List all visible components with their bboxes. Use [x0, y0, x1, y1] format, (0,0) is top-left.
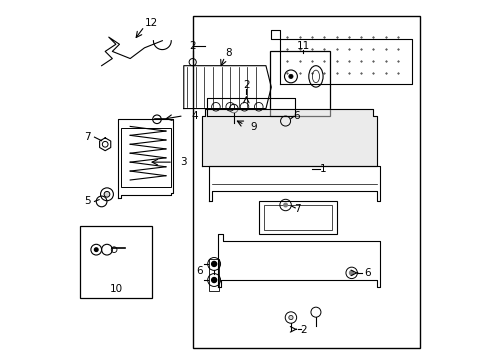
Text: 3: 3: [180, 157, 187, 167]
Text: 2: 2: [189, 41, 196, 51]
Text: 12: 12: [145, 18, 158, 28]
Bar: [80, 226, 151, 298]
Text: 9: 9: [249, 122, 256, 132]
Text: 11: 11: [296, 41, 309, 51]
Text: 6: 6: [196, 266, 203, 276]
Bar: [269, 51, 329, 116]
Circle shape: [94, 248, 98, 251]
Text: 8: 8: [224, 48, 231, 58]
Text: 2: 2: [300, 325, 306, 335]
Circle shape: [349, 271, 353, 275]
Circle shape: [211, 261, 216, 266]
Text: 1: 1: [319, 164, 325, 174]
Circle shape: [288, 315, 292, 320]
Text: 2: 2: [243, 80, 249, 90]
Bar: [258, 202, 337, 234]
Text: 7: 7: [293, 203, 300, 213]
Bar: [264, 205, 331, 230]
Text: 10: 10: [109, 284, 122, 294]
Circle shape: [211, 278, 216, 283]
Circle shape: [288, 74, 292, 78]
Text: 5: 5: [84, 197, 90, 206]
Bar: [192, 16, 419, 348]
Bar: [208, 258, 219, 291]
Text: 4: 4: [191, 111, 198, 121]
Polygon shape: [201, 109, 376, 166]
Bar: [121, 128, 171, 187]
Text: 7: 7: [84, 132, 90, 142]
Text: 6: 6: [292, 111, 299, 121]
Circle shape: [104, 192, 110, 197]
Text: 6: 6: [364, 268, 370, 278]
Circle shape: [283, 203, 287, 207]
